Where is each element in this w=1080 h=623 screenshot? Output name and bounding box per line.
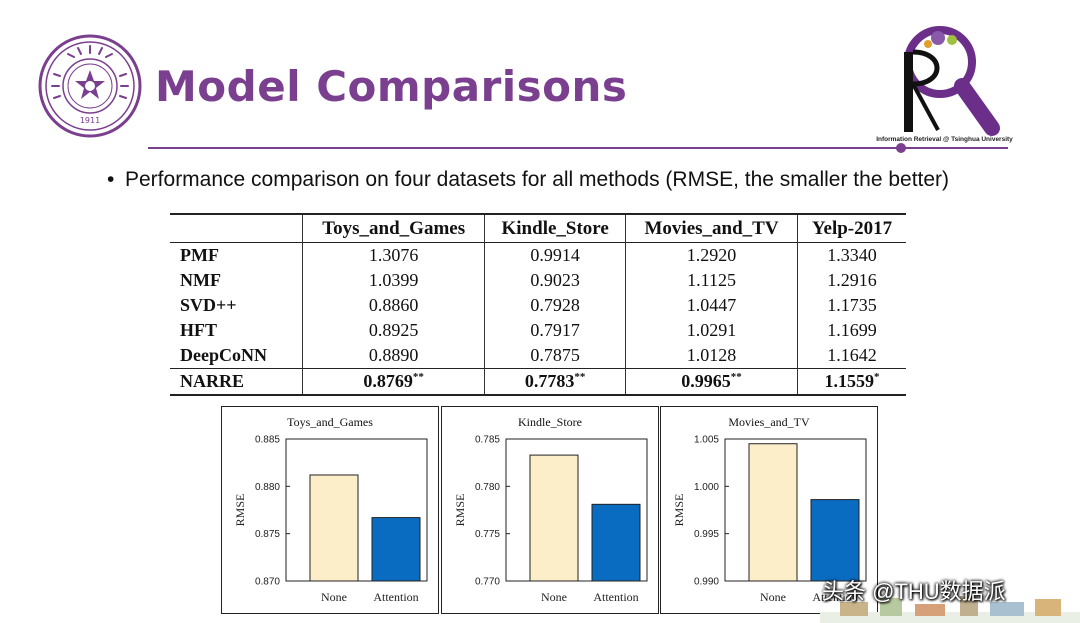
- significance-mark: **: [730, 371, 742, 383]
- method-name: DeepCoNN: [180, 345, 267, 365]
- chart-plot: 0.990 0.995 1.000 1.005 RMSE None Attention: [672, 435, 867, 604]
- bar-attention: [371, 517, 421, 582]
- bar-none: [309, 474, 359, 582]
- table-cell: 1.2916: [797, 268, 906, 293]
- table-cell: 1.1642: [797, 343, 906, 369]
- y-axis-label: RMSE: [672, 494, 686, 527]
- decorative-buildings: [820, 596, 1080, 623]
- best-value: 0.8769: [363, 371, 413, 391]
- x-category-label: None: [541, 590, 567, 604]
- method-name: NMF: [180, 270, 221, 290]
- watermark: 头条 @THU数据派: [822, 579, 1006, 604]
- x-category-label: None: [760, 590, 786, 604]
- table-cell: 0.9023: [484, 268, 626, 293]
- table-cell: 1.1735: [797, 293, 906, 318]
- table-cell: 1.1125: [625, 268, 798, 293]
- chart-plot: 0.770 0.775 0.780 0.785 RMSE None Attention: [453, 435, 648, 604]
- y-tick-label: 0.785: [475, 435, 500, 446]
- table-cell: 1.0447: [625, 293, 798, 318]
- y-tick-label: 1.005: [694, 435, 719, 446]
- table-cell: 1.0128: [625, 343, 798, 369]
- column-header-toys: Toys_and_Games: [301, 214, 485, 243]
- y-tick-label: 0.885: [255, 435, 280, 446]
- y-axis-label: RMSE: [453, 494, 467, 527]
- bullet-point: • Performance comparison on four datasets…: [107, 168, 949, 192]
- table-cell-best: 0.8769**: [301, 368, 485, 395]
- y-tick-label: 0.780: [475, 482, 500, 493]
- table-cell: 0.9914: [484, 242, 626, 268]
- table-cell: 0.8925: [301, 318, 485, 343]
- chart-movies-and-tv: Movies_and_TV 0.990 0.995 1.000 1.005 RMSE No…: [660, 406, 878, 614]
- y-tick-label: 0.995: [694, 529, 719, 540]
- table-cell: 1.0291: [625, 318, 798, 343]
- best-value: 0.7783: [524, 371, 575, 391]
- page-title: Model Comparisons: [155, 62, 628, 111]
- chart-title: Movies_and_TV: [728, 415, 810, 429]
- performance-table: Toys_and_Games Kindle_Store Movies_and_T…: [170, 213, 906, 396]
- method-name: NARRE: [180, 371, 245, 391]
- table-cell: 0.7917: [484, 318, 626, 343]
- chart-title: Kindle_Store: [518, 415, 582, 429]
- x-category-label: Attention: [593, 590, 638, 604]
- bar-attention: [591, 503, 641, 582]
- table-row: DeepCoNN 0.8890 0.7875 1.0128 1.1642: [170, 343, 906, 369]
- table-cell: 0.7875: [484, 343, 626, 369]
- table-cell-best: 0.7783**: [484, 368, 626, 395]
- seal-year: 1911: [80, 116, 100, 125]
- bullet-text: Performance comparison on four datasets …: [125, 168, 950, 191]
- ir-lab-caption: Information Retrieval @ Tsinghua Univers…: [876, 136, 1013, 143]
- y-tick-label: 0.775: [475, 529, 500, 540]
- table-cell: 1.3076: [301, 242, 485, 268]
- bar-none: [529, 454, 579, 582]
- table-cell: 0.7928: [484, 293, 626, 318]
- x-category-label: Attention: [373, 590, 418, 604]
- table-row: PMF 1.3076 0.9914 1.2920 1.3340: [170, 242, 906, 268]
- bar-attention: [810, 499, 860, 582]
- significance-mark: *: [874, 371, 880, 383]
- table-cell-best: 1.1559*: [797, 368, 906, 395]
- table-cell: 1.2920: [625, 242, 798, 268]
- y-tick-label: 0.880: [255, 482, 280, 493]
- best-value: 1.1559: [824, 371, 875, 391]
- y-tick-label: 0.875: [255, 529, 280, 540]
- significance-mark: **: [412, 371, 424, 383]
- table-row: HFT 0.8925 0.7917 1.0291 1.1699: [170, 318, 906, 343]
- table-cell: 1.3340: [797, 242, 906, 268]
- table-row: SVD++ 0.8860 0.7928 1.0447 1.1735: [170, 293, 906, 318]
- y-tick-label: 1.000: [694, 482, 719, 493]
- best-value: 0.9965: [681, 371, 731, 391]
- method-name: PMF: [180, 245, 219, 265]
- x-category-label: Attention: [812, 590, 857, 604]
- y-tick-label: 0.770: [475, 577, 500, 588]
- table-cell: 1.0399: [301, 268, 485, 293]
- table-cell: 0.8890: [301, 343, 485, 369]
- column-header-method: [170, 214, 303, 243]
- header-divider-dot: [896, 143, 906, 153]
- method-name: SVD++: [180, 295, 237, 315]
- table-row-best: NARRE 0.8769** 0.7783** 0.9965** 1.1559*: [170, 368, 906, 395]
- chart-title: Toys_and_Games: [287, 415, 373, 429]
- table-cell: 0.8860: [301, 293, 485, 318]
- table-row: NMF 1.0399 0.9023 1.1125 1.2916: [170, 268, 906, 293]
- x-category-label: None: [321, 590, 347, 604]
- column-header-yelp: Yelp-2017: [797, 214, 906, 243]
- chart-kindle-store: Kindle_Store 0.770 0.775 0.780 0.785 RMSE Non…: [441, 406, 659, 614]
- y-tick-label: 0.870: [255, 577, 280, 588]
- significance-mark: **: [574, 371, 586, 383]
- header-divider: [148, 147, 1008, 149]
- ir-magnifier-logo: [904, 26, 1000, 136]
- y-axis-label: RMSE: [233, 494, 247, 527]
- bar-none: [748, 443, 798, 582]
- column-header-kindle: Kindle_Store: [484, 214, 626, 243]
- bullet-icon: •: [107, 168, 115, 191]
- chart-plot: 0.870 0.875 0.880 0.885 RMSE None Attention: [233, 435, 428, 604]
- table-cell-best: 0.9965**: [625, 368, 798, 395]
- chart-toys-and-games: Toys_and_Games 0.870 0.875 0.880 0.885 RMSE N…: [221, 406, 439, 614]
- table-header-row: Toys_and_Games Kindle_Store Movies_and_T…: [170, 214, 906, 243]
- y-tick-label: 0.990: [694, 577, 719, 588]
- table-cell: 1.1699: [797, 318, 906, 343]
- method-name: HFT: [180, 320, 218, 340]
- tsinghua-seal-logo: 1911: [38, 34, 142, 138]
- column-header-movies: Movies_and_TV: [625, 214, 798, 243]
